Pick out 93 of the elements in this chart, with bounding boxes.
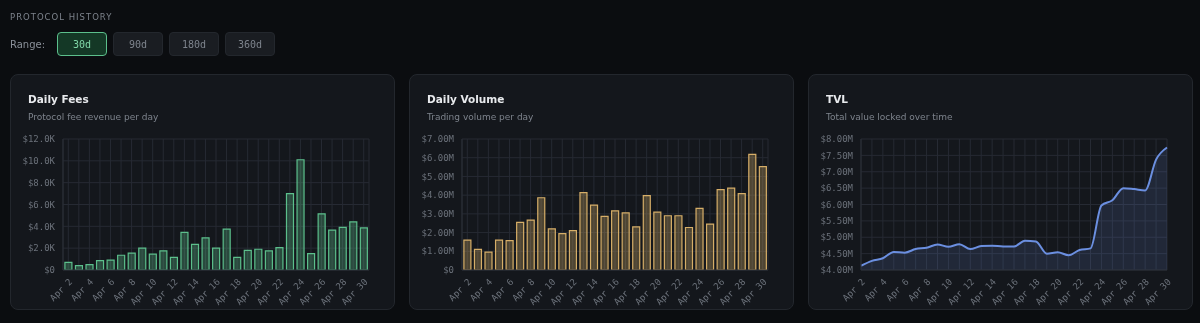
- bar: [642, 195, 651, 270]
- bar: [285, 192, 295, 270]
- bar: [148, 253, 157, 270]
- bar: [328, 229, 337, 270]
- bar: [254, 248, 263, 270]
- bar: [547, 228, 556, 270]
- text: 180d: [169, 32, 220, 56]
- bar: [138, 247, 147, 270]
- bar: [653, 211, 662, 270]
- chart-title: Daily Volume: [427, 93, 505, 105]
- bar: [64, 261, 73, 270]
- bar: [632, 226, 641, 270]
- bar: [180, 231, 189, 270]
- y-tick-label: $8.00M: [820, 134, 854, 145]
- bar: [716, 188, 725, 270]
- y-tick-label: $5.50M: [820, 216, 854, 227]
- text: 30d: [57, 32, 108, 56]
- y-tick-label: $4.0K: [27, 221, 56, 232]
- y-tick-label: $7.50M: [820, 150, 854, 161]
- bar: [611, 210, 620, 270]
- bar: [190, 243, 200, 270]
- bar: [758, 166, 767, 270]
- bar: [621, 212, 630, 270]
- bar: [748, 153, 757, 270]
- chart-title: Daily Fees: [28, 93, 89, 105]
- bar: [558, 233, 567, 270]
- text: 360d: [225, 32, 276, 56]
- y-tick-label: $6.50M: [820, 183, 854, 194]
- bar: [159, 250, 168, 270]
- bar: [359, 227, 368, 270]
- bar: [317, 213, 326, 270]
- chart-subtitle: Trading volume per day: [427, 112, 534, 122]
- y-tick-label: $1.00M: [421, 246, 455, 257]
- y-tick-label: $0: [443, 265, 454, 276]
- y-tick-label: $7.00M: [421, 134, 455, 145]
- bar: [338, 226, 347, 270]
- bar: [663, 215, 672, 270]
- bar: [695, 207, 704, 270]
- bar: [349, 221, 358, 270]
- y-tick-label: $6.00M: [820, 199, 854, 210]
- y-tick-label: $4.00M: [421, 190, 455, 201]
- bar: [212, 247, 221, 270]
- bar: [484, 251, 493, 270]
- bar: [526, 219, 535, 270]
- bar: [737, 193, 746, 270]
- text: PROTOCOL HISTORY: [10, 12, 114, 22]
- y-tick-label: $4.50M: [820, 248, 854, 259]
- y-tick-label: $4.00M: [820, 265, 854, 276]
- bar: [169, 256, 179, 270]
- chart-title: TVL: [826, 93, 848, 105]
- bar: [95, 260, 105, 270]
- y-tick-label: $2.00M: [421, 227, 455, 238]
- chart-subtitle: Total value locked over time: [826, 112, 953, 122]
- bar: [306, 253, 316, 270]
- bar: [674, 215, 683, 270]
- y-tick-label: $12.0K: [22, 134, 56, 145]
- bar: [589, 204, 599, 270]
- bar: [222, 228, 231, 270]
- bar: [275, 247, 284, 270]
- bar: [568, 230, 578, 270]
- bar: [537, 197, 546, 270]
- bar: [201, 237, 210, 270]
- bar: [106, 259, 115, 270]
- bar: [727, 187, 736, 270]
- y-tick-label: $6.00M: [421, 152, 455, 163]
- bar: [85, 263, 94, 270]
- y-tick-label: $7.00M: [820, 166, 854, 177]
- y-tick-label: $10.0K: [22, 156, 56, 167]
- y-tick-label: $8.0K: [27, 177, 56, 188]
- bar: [505, 240, 514, 270]
- y-tick-label: $2.0K: [27, 243, 56, 254]
- chart-subtitle: Protocol fee revenue per day: [28, 112, 159, 122]
- bar: [494, 239, 504, 270]
- bar: [264, 250, 273, 270]
- y-tick-label: $0: [44, 265, 55, 276]
- bar: [579, 192, 588, 270]
- bar: [233, 256, 242, 270]
- bar: [296, 159, 305, 270]
- bar: [516, 221, 525, 270]
- y-tick-label: $6.0K: [27, 199, 56, 210]
- bar: [127, 252, 136, 270]
- y-tick-label: $5.00M: [421, 171, 455, 182]
- text: 90d: [113, 32, 164, 56]
- bar: [117, 254, 126, 270]
- bar: [463, 239, 472, 270]
- y-tick-label: $3.00M: [421, 209, 455, 220]
- bar: [473, 248, 483, 270]
- y-tick-label: $5.00M: [820, 232, 854, 243]
- bar: [705, 223, 715, 270]
- bar: [600, 215, 609, 270]
- bar: [684, 226, 694, 270]
- bar: [243, 249, 252, 270]
- text: Range:: [10, 38, 46, 50]
